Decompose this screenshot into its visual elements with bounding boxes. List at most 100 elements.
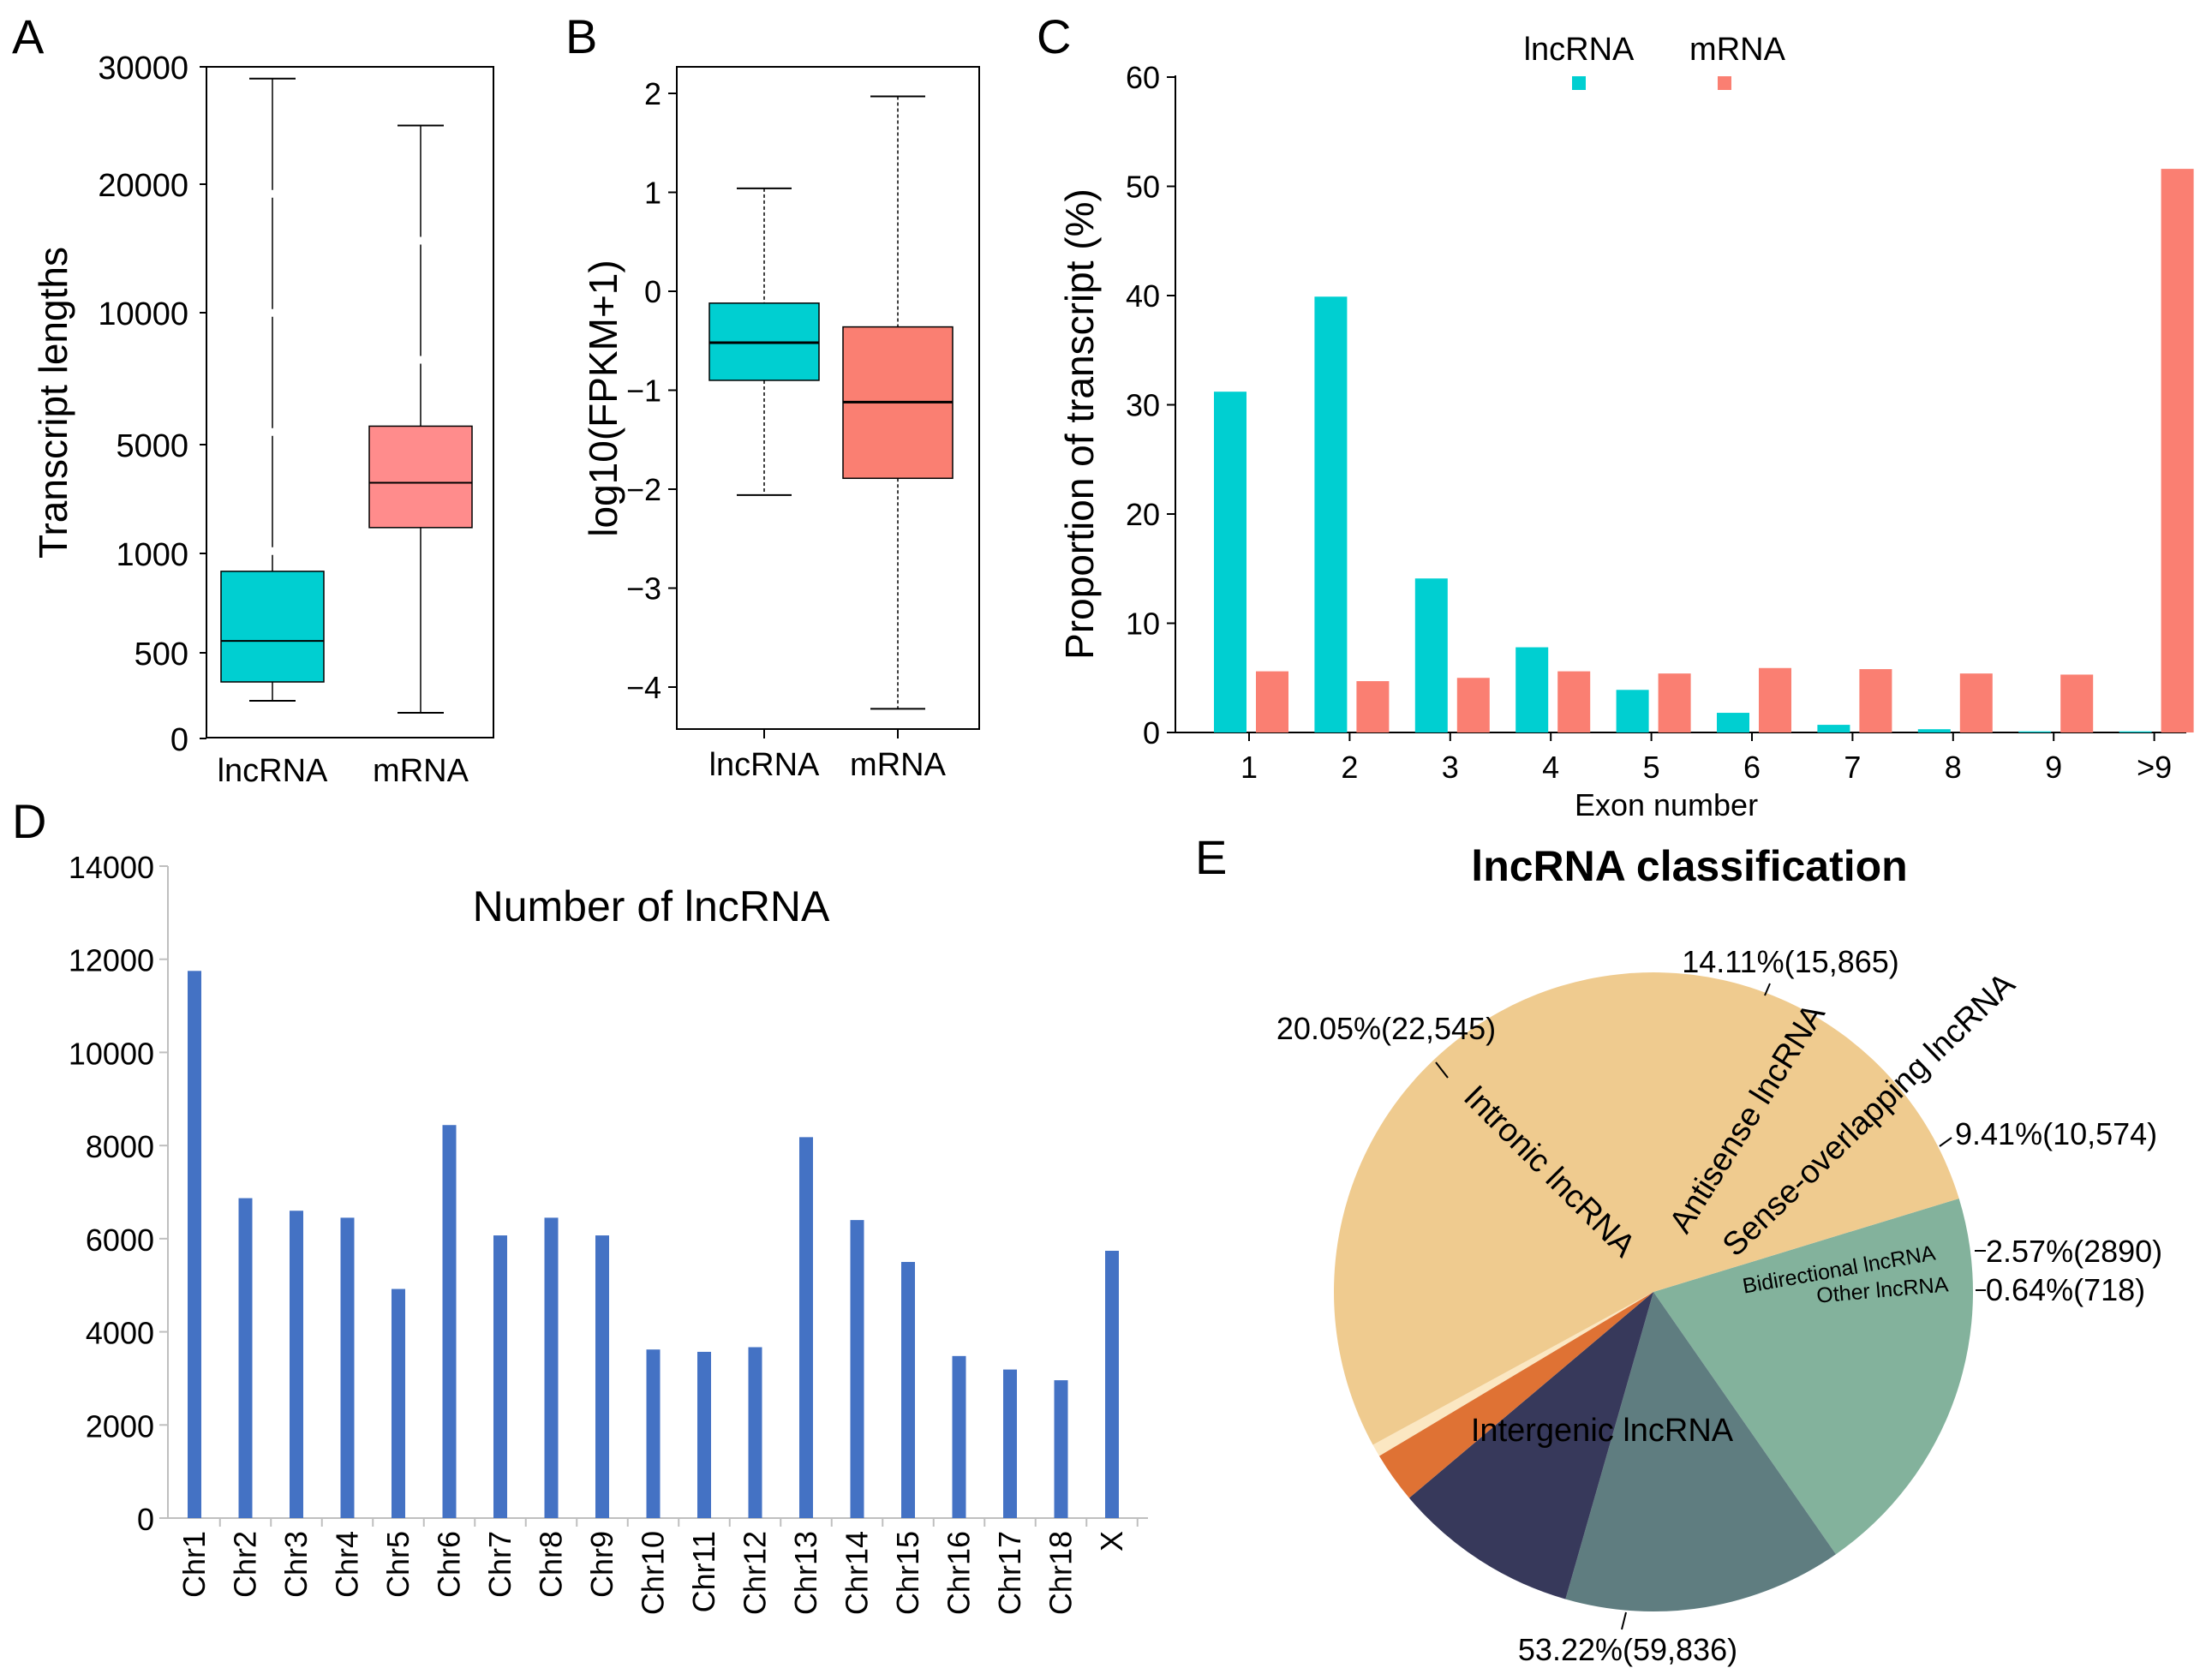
- panel-b-y-tick-label: −4: [626, 670, 661, 705]
- panel-d-bar: [544, 1217, 559, 1518]
- legend-label-mrna: mRNA: [1689, 32, 1786, 68]
- panel-d-x-tick-label: Chr13: [788, 1531, 823, 1615]
- panel-d-title: Number of lncRNA: [473, 882, 830, 930]
- panel-a-frame: [206, 66, 494, 738]
- panel-c-bar-lncrna: [1314, 296, 1348, 732]
- leader-line-antisense: [1764, 983, 1771, 996]
- panel-a-y-tick-label: 10000: [98, 296, 188, 332]
- pie-value-antisense: 14.11%(15,865): [1682, 944, 1899, 979]
- panel-letter-a: A: [12, 9, 45, 63]
- panel-c-bar-mrna: [1557, 671, 1591, 732]
- panel-d-bar: [799, 1137, 813, 1518]
- pie-value-sense-overlapping: 9.41%(10,574): [1955, 1116, 2157, 1151]
- pie-value-bidirectional: 2.57%(2890): [1986, 1234, 2162, 1269]
- panel-d-y-tick-label: 4000: [86, 1316, 154, 1351]
- panel-d-bar: [1054, 1380, 1068, 1518]
- panel-d-x-tick-label: Chr15: [890, 1531, 925, 1615]
- panel-d-bar: [238, 1198, 253, 1518]
- panel-a-y-tick-label: 5000: [116, 428, 188, 464]
- panel-c-bar-lncrna: [1717, 713, 1749, 732]
- panel-c-bar-mrna: [1456, 678, 1490, 732]
- pie-value-other: 0.64%(718): [1986, 1272, 2145, 1307]
- panel-c-y-tick-label: 10: [1126, 607, 1160, 642]
- panel-e-pie-chart: lncRNA classification Intergenic lncRNA …: [1276, 842, 2162, 1667]
- pie-slice-intronic: [1653, 1198, 1973, 1555]
- panel-c-x-tick-label: 7: [1844, 750, 1861, 785]
- panel-a-boxplot: 0 500 1000 5000 10000 20000 30000 lncRNA mRNA T…: [31, 51, 494, 789]
- panel-d-x-tick-label: Chr7: [482, 1531, 517, 1598]
- pie-label-intergenic: Intergenic lncRNA: [1471, 1413, 1734, 1449]
- panel-b-y-tick-label: 1: [644, 176, 661, 211]
- panel-b-y-tick-label: −3: [626, 571, 661, 607]
- panel-c-bar-mrna: [1859, 669, 1892, 732]
- panel-letter-e: E: [1195, 830, 1227, 884]
- panel-d-x-tick-label: Chr9: [584, 1531, 619, 1598]
- panel-a-y-axis-label: Transcript lengths: [31, 247, 75, 559]
- leader-line-sense-overlapping: [1939, 1137, 1952, 1147]
- panel-d-x-tick-label: Chr16: [942, 1531, 977, 1615]
- panel-c-y-tick-label: 30: [1126, 388, 1160, 423]
- panel-c-bar-mrna: [1256, 671, 1288, 732]
- panel-c-x-tick-label: 9: [2045, 750, 2062, 785]
- panel-c-x-tick-label: 1: [1241, 750, 1258, 785]
- legend-swatch-mrna: [1718, 76, 1731, 90]
- panel-d-x-tick-label: Chr2: [228, 1531, 263, 1598]
- panel-c-bar-lncrna: [1516, 647, 1549, 732]
- panel-c-bar-lncrna: [1817, 725, 1850, 732]
- panel-c-bar-mrna: [1759, 667, 1791, 732]
- panel-e-title: lncRNA classification: [1471, 842, 1907, 890]
- panel-c-bar-mrna: [1959, 673, 1993, 732]
- panel-c-x-axis-label: Exon number: [1575, 787, 1758, 822]
- pie-slice-sense-overlapping: [1408, 1292, 1653, 1599]
- panel-d-bar: [392, 1288, 405, 1518]
- panel-d-y-tick-label: 2000: [86, 1408, 154, 1444]
- panel-c-bar-mrna: [2060, 674, 2094, 732]
- panel-b-x-tick-label: mRNA: [850, 747, 947, 783]
- panel-d-y-tick-label: 8000: [86, 1129, 154, 1164]
- panel-b-y-tick-label: 2: [644, 76, 661, 111]
- panel-d-x-tick-label: Chr17: [992, 1531, 1027, 1615]
- panel-c-bar-mrna: [1356, 681, 1390, 732]
- panel-d-x-tick-label: Chr18: [1043, 1531, 1079, 1615]
- pie-value-intergenic: 53.22%(59,836): [1518, 1632, 1737, 1667]
- leader-line-intergenic: [1621, 1611, 1627, 1630]
- panel-d-x-tick-label: Chr5: [380, 1531, 415, 1598]
- panel-a-y-tick-label: 1000: [116, 537, 188, 573]
- panel-d-y-tick-label: 6000: [86, 1223, 154, 1258]
- panel-c-x-tick-label: 8: [1945, 750, 1962, 785]
- panel-d-x-tick-label: Chr4: [330, 1531, 365, 1598]
- panel-c-x-tick-label: 2: [1341, 750, 1358, 785]
- panel-d-bar: [697, 1351, 711, 1518]
- panel-b-y-tick-label: 0: [644, 274, 661, 309]
- panel-a-y-tick-label: 500: [135, 637, 188, 673]
- panel-c-y-tick-label: 60: [1126, 60, 1160, 95]
- pie-value-intronic: 20.05%(22,545): [1276, 1011, 1496, 1046]
- panel-d-x-tick-label: Chr10: [636, 1531, 671, 1615]
- panel-a-x-tick-label: mRNA: [373, 753, 469, 789]
- panel-c-x-tick-label: 4: [1542, 750, 1559, 785]
- panel-a-y-tick-label: 30000: [98, 51, 188, 87]
- pie-slice-intergenic: [1334, 972, 1959, 1445]
- panel-d-bar: [188, 971, 201, 1518]
- panel-d-bar: [646, 1349, 661, 1518]
- panel-b-y-axis-label: log10(FPKM+1): [581, 260, 625, 536]
- panel-letter-d: D: [12, 794, 46, 848]
- panel-a-box-lncrna: [220, 571, 325, 683]
- legend-label-lncrna: lncRNA: [1524, 32, 1635, 68]
- panel-d-bar: [901, 1262, 915, 1518]
- panel-c-bar-mrna: [1658, 673, 1691, 732]
- panel-c-x-tick-label: >9: [2137, 750, 2172, 785]
- panel-c-y-tick-label: 20: [1126, 497, 1160, 532]
- panel-d-bar: [442, 1125, 457, 1518]
- pie-slice-other: [1372, 1292, 1653, 1456]
- panel-d-bar: [952, 1355, 966, 1518]
- legend-swatch-lncrna: [1572, 76, 1586, 90]
- panel-c-y-tick-label: 0: [1143, 715, 1160, 750]
- panel-letter-b: B: [565, 9, 597, 63]
- panel-b-frame: [676, 66, 980, 730]
- panel-d-bar: [748, 1347, 762, 1518]
- panel-c-bar-lncrna: [1616, 690, 1649, 732]
- panel-d-x-tick-label: X: [1094, 1531, 1129, 1551]
- panel-c-y-tick-label: 50: [1126, 170, 1160, 205]
